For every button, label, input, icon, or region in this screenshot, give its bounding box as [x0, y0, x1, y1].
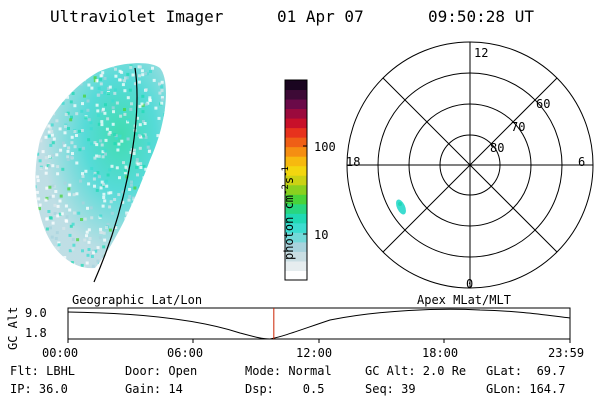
- colorbar-segment: [285, 270, 307, 281]
- colorbar-tick-100: 100: [314, 140, 336, 154]
- colorbar-segment: [285, 222, 307, 233]
- altitude-curve: [67, 308, 571, 340]
- info-dsp: Dsp: 0.5: [245, 382, 325, 396]
- colorbar-segment: [285, 146, 307, 157]
- colorbar-segment: [285, 184, 307, 195]
- date-label: 01 Apr 07: [277, 7, 364, 26]
- info-mode: Mode: Normal: [245, 364, 332, 378]
- time-label: 09:50:28 UT: [428, 7, 534, 26]
- mlt-label-18: 18: [346, 155, 361, 169]
- lat-label-60: 60: [536, 97, 551, 111]
- timeline-right-label: Apex MLat/MLT: [417, 293, 511, 307]
- terminator-line: [93, 67, 138, 283]
- info-gain: Gain: 14: [125, 382, 183, 396]
- colorbar-segment: [285, 80, 307, 91]
- colorbar-segment: [285, 203, 307, 214]
- info-glat: GLat: 69.7: [486, 364, 566, 378]
- colorbar-segment: [285, 165, 307, 176]
- colorbar-segment: [285, 213, 307, 224]
- colorbar-segment: [285, 137, 307, 148]
- mlt-label-0: 0: [466, 277, 474, 291]
- x-tick-2359: 23:59: [548, 346, 585, 360]
- lat-label-80: 80: [490, 141, 505, 155]
- info-ip: IP: 36.0: [10, 382, 68, 396]
- x-tick-0600: 06:00: [167, 346, 204, 360]
- y-tick-9: 9.0: [25, 306, 47, 320]
- colorbar-tick-10: 10: [314, 228, 329, 242]
- colorbar-segment: [285, 118, 307, 129]
- colorbar-segment: [285, 127, 307, 138]
- instrument-title: Ultraviolet Imager: [50, 7, 224, 26]
- colorbar-segment: [285, 194, 307, 205]
- x-tick-1800: 18:00: [422, 346, 459, 360]
- colorbar-segment: [285, 232, 307, 243]
- y-tick-1-8: 1.8: [25, 326, 47, 340]
- info-door: Door: Open: [125, 364, 198, 378]
- mlt-label-12: 12: [474, 46, 489, 60]
- colorbar-segment: [285, 260, 307, 271]
- info-gc-alt: GC Alt: 2.0 Re: [365, 364, 467, 378]
- info-filter: Flt: LBHL: [10, 364, 76, 378]
- info-seq: Seq: 39: [365, 382, 416, 396]
- colorbar-segment: [285, 175, 307, 186]
- mlt-label-6: 6: [578, 155, 586, 169]
- colorbar-segment: [285, 108, 307, 119]
- colorbar-segment: [285, 99, 307, 110]
- colorbar-segment: [285, 89, 307, 100]
- color-bar: [284, 79, 308, 281]
- colorbar-segment: [285, 156, 307, 167]
- lat-label-70: 70: [511, 120, 526, 134]
- x-tick-1200: 12:00: [296, 346, 333, 360]
- timeline-left-label: Geographic Lat/Lon: [72, 293, 203, 307]
- colorbar-segment: [285, 251, 307, 262]
- info-glon: GLon: 164.7: [486, 382, 566, 396]
- x-tick-0000: 00:00: [42, 346, 79, 360]
- colorbar-segment: [285, 241, 307, 252]
